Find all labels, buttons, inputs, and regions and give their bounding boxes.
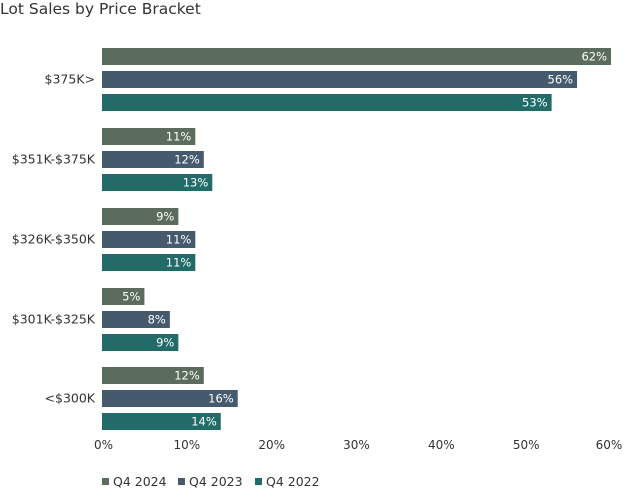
bar [102,254,196,271]
bar [102,413,221,430]
bars-layer: 62% 56%53% 11% 12% 13% 9% 11% 11% 5% 8% 9% 12% 16% 14… [102,48,611,430]
legend-label: Q4 2022 [266,474,320,489]
bar-value-label: 8% [148,313,166,327]
bar-value-label: 13% [183,176,209,190]
bar-value-label: 9% [156,210,174,224]
category-label: <$300K [45,391,96,406]
chart-title: Lot Sales by Price Bracket [0,0,201,18]
x-tick-label: 0% [94,438,113,452]
legend-swatch [255,478,262,485]
bar [102,288,145,305]
bar [102,334,179,351]
bar-value-label: 5% [122,290,140,304]
bar [102,174,213,191]
legend-swatch [178,478,185,485]
x-tick-label: 40% [428,438,455,452]
bar-value-label: 11% [166,256,192,270]
bar [102,208,179,225]
bar [102,71,578,88]
legend: Q4 2024 Q4 2023 Q4 2022 [102,474,320,489]
legend-label: Q4 2024 [113,474,167,489]
bar-value-label: 62% [581,50,607,64]
bar-value-label: 56% [548,73,574,87]
bar [102,151,204,168]
bar-value-label: 53% [522,96,548,110]
x-tick-label: 30% [343,438,370,452]
category-label: $375K> [45,72,95,87]
x-tick-label: 50% [513,438,540,452]
category-label: $326K-$350K [12,232,96,247]
bar-value-label: 12% [174,369,200,383]
bar [102,94,552,111]
bar-value-label: 11% [166,130,192,144]
category-label: $301K-$325K [12,312,96,327]
x-tick-label: 60% [596,438,623,452]
bar-value-label: 16% [208,392,234,406]
bar-value-label: 12% [174,153,200,167]
bar-value-label: 14% [191,415,217,429]
bar [102,390,238,407]
legend-label: Q4 2023 [189,474,243,489]
bar [102,311,170,328]
x-axis-tick-labels: 0% 10% 20% 30% 40% 50% 60% [94,438,622,452]
category-label: $351K-$375K [12,152,96,167]
x-tick-label: 10% [173,438,200,452]
bar [102,128,196,145]
x-tick-label: 20% [258,438,285,452]
bar [102,48,611,65]
bar-value-label: 9% [156,336,174,350]
category-labels: $375K> $351K-$375K $326K-$350K $301K-$325K <… [12,72,96,406]
bar-value-label: 11% [166,233,192,247]
legend-swatch [102,478,109,485]
bar [102,367,204,384]
bar [102,231,196,248]
